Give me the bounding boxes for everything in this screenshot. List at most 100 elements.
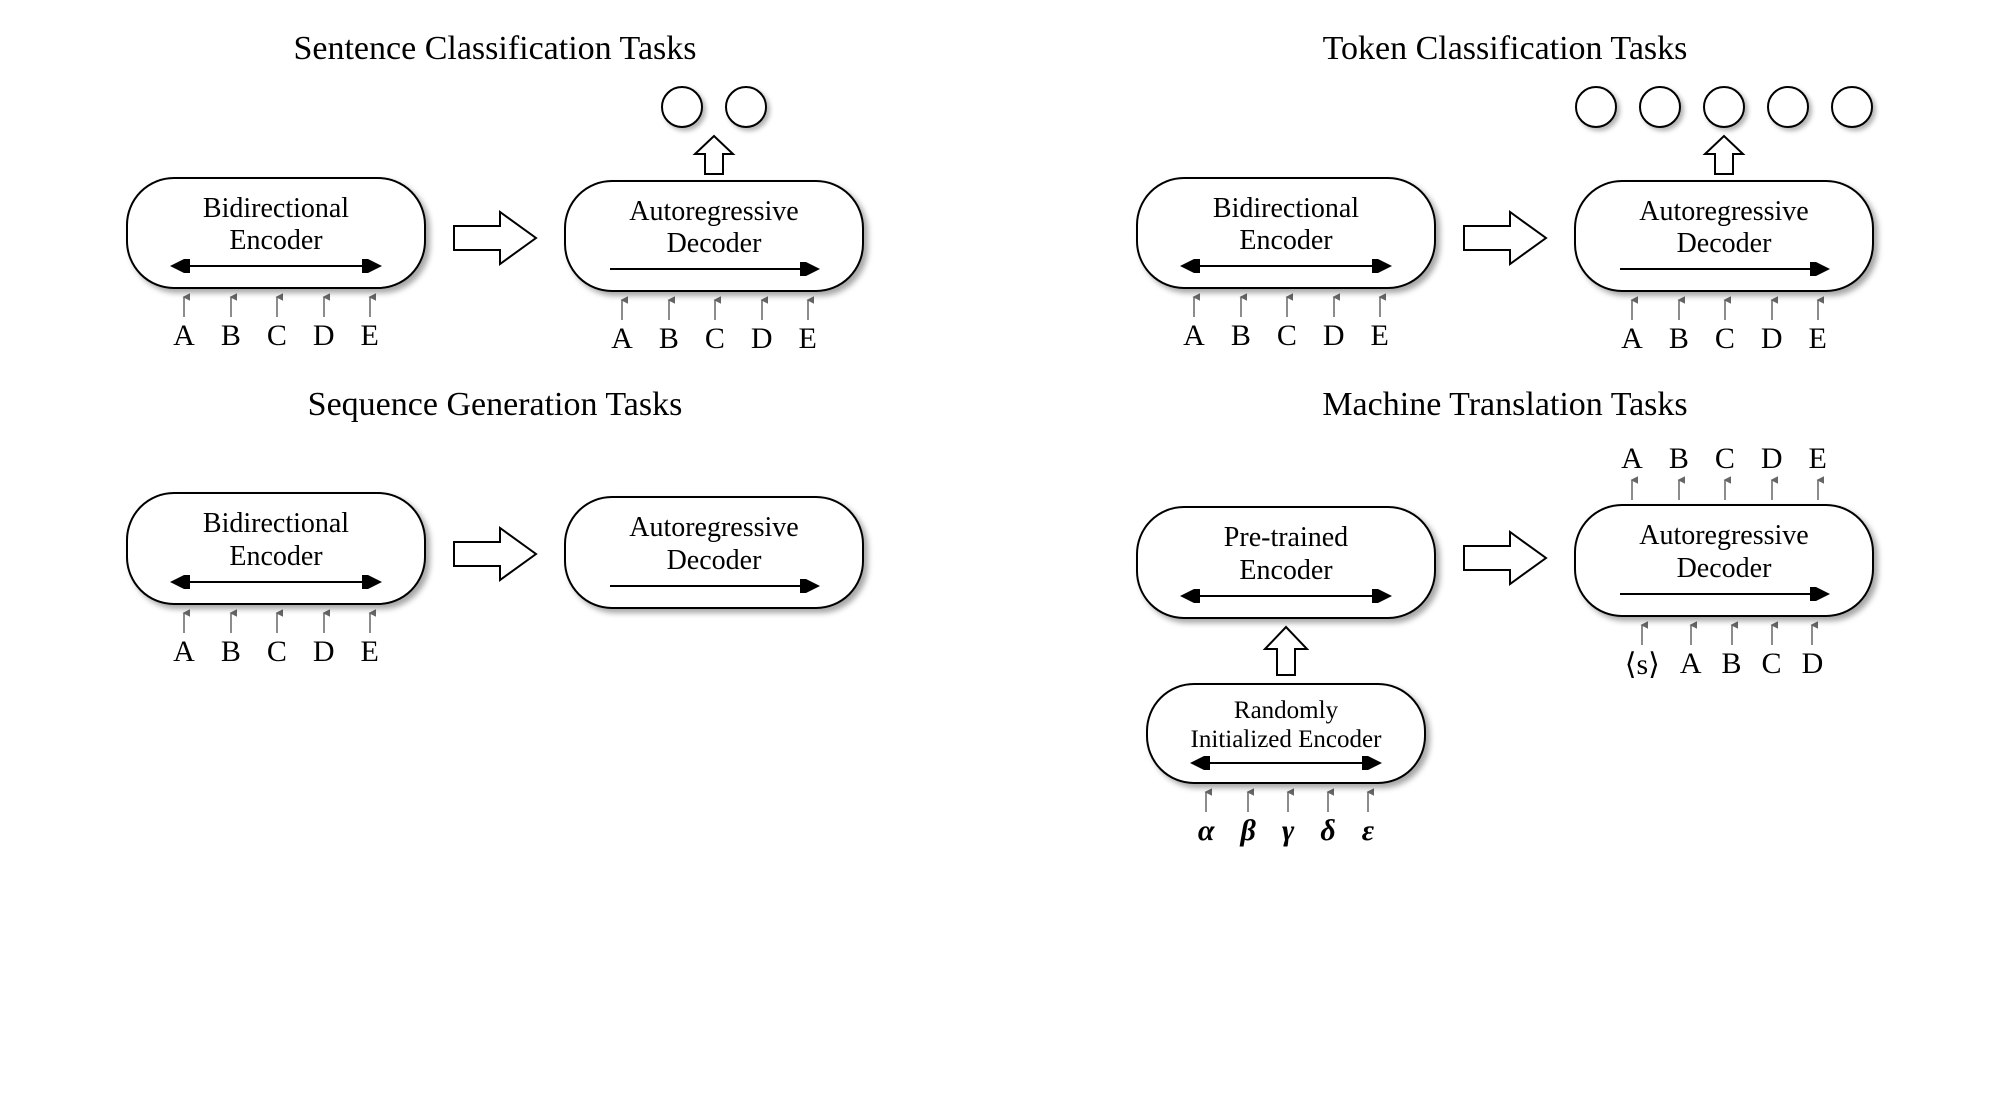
panel-sentence-classification: Sentence Classification Tasks Bidirectio… — [40, 30, 950, 356]
encoder-label-2: Encoder — [164, 541, 388, 573]
output-circle — [661, 86, 703, 128]
panel-title: Sequence Generation Tasks — [40, 386, 950, 424]
up-arrow-icon — [1766, 296, 1778, 322]
token: A — [1621, 322, 1643, 356]
right-arrow-icon — [604, 262, 824, 276]
token: A — [173, 635, 195, 669]
token: B — [221, 319, 241, 353]
encoder-label-1: Bidirectional — [1174, 193, 1398, 225]
up-arrow-icon — [1766, 621, 1778, 647]
bidirectional-arrow-icon — [1176, 589, 1396, 603]
token: B — [659, 322, 679, 356]
token: α — [1198, 814, 1215, 848]
encoder-box: Bidirectional Encoder — [126, 177, 426, 289]
token: B — [1669, 442, 1689, 476]
output-circle — [725, 86, 767, 128]
encoder-label-1: Bidirectional — [164, 508, 388, 540]
token: B — [1722, 647, 1742, 681]
encoder-input-tokens: A B C D E — [1183, 293, 1389, 353]
decoder-label-2: Decoder — [602, 228, 826, 260]
up-arrow-icon — [318, 293, 330, 319]
decoder-label-2: Decoder — [1612, 553, 1836, 585]
decoder-box: Autoregressive Decoder — [564, 496, 864, 608]
mt-row: Pre-trained Encoder Randomly Initialized… — [1050, 442, 1960, 848]
encoder-box: Bidirectional Encoder — [126, 492, 426, 604]
token: ε — [1362, 814, 1374, 848]
up-arrow-icon — [1766, 476, 1778, 502]
up-arrow-icon — [1328, 293, 1340, 319]
output-circle — [1831, 86, 1873, 128]
up-arrow-icon — [1719, 476, 1731, 502]
token: E — [1371, 319, 1389, 353]
token: D — [313, 635, 335, 669]
encoder-stack: Bidirectional Encoder A B C D E — [126, 89, 426, 353]
token: C — [1715, 442, 1735, 476]
output-circles — [1575, 86, 1873, 128]
token: D — [751, 322, 773, 356]
token: δ — [1320, 814, 1335, 848]
decoder-output-tokens: A B C D E — [1621, 442, 1827, 502]
token: D — [313, 319, 335, 353]
up-arrow-icon — [802, 296, 814, 322]
block-arrow-up-icon — [1259, 623, 1313, 679]
panel-machine-translation: Machine Translation Tasks Pre-trained En… — [1050, 386, 1960, 848]
token: D — [1323, 319, 1345, 353]
panel-sequence-generation: Sequence Generation Tasks Bidirectional … — [40, 386, 950, 848]
right-arrow-icon — [1614, 587, 1834, 601]
up-arrow-icon — [1626, 476, 1638, 502]
bidirectional-arrow-icon — [1176, 259, 1396, 273]
decoder-outputs — [1575, 86, 1873, 178]
up-arrow-icon — [663, 296, 675, 322]
up-arrow-icon — [178, 609, 190, 635]
up-arrow-icon — [178, 293, 190, 319]
panel-title: Token Classification Tasks — [1050, 30, 1960, 68]
decoder-label-1: Autoregressive — [602, 512, 826, 544]
encoder-input-tokens: A B C D E — [173, 609, 379, 669]
random-label-2: Initialized Encoder — [1176, 726, 1396, 755]
enc-dec-row: Bidirectional Encoder A B C D E — [1050, 86, 1960, 356]
panel-token-classification: Token Classification Tasks Bidirectional… — [1050, 30, 1960, 356]
decoder-label-2: Decoder — [602, 545, 826, 577]
up-arrow-icon — [1235, 293, 1247, 319]
token: A — [173, 319, 195, 353]
token: C — [267, 635, 287, 669]
decoder-outputs — [661, 86, 767, 178]
token: C — [267, 319, 287, 353]
panel-title: Machine Translation Tasks — [1050, 386, 1960, 424]
enc-dec-row: Bidirectional Encoder A B C D E — [40, 492, 950, 668]
random-encoder-box: Randomly Initialized Encoder — [1146, 683, 1426, 785]
up-arrow-icon — [1281, 293, 1293, 319]
decoder-label-1: Autoregressive — [1612, 520, 1836, 552]
output-circle — [1639, 86, 1681, 128]
up-arrow-icon — [1200, 788, 1212, 814]
random-label-1: Randomly — [1176, 697, 1396, 726]
up-arrow-icon — [225, 293, 237, 319]
block-arrow-up-icon — [1699, 132, 1749, 178]
up-arrow-icon — [756, 296, 768, 322]
token: A — [1621, 442, 1643, 476]
up-arrow-icon — [364, 609, 376, 635]
right-arrow-icon — [604, 579, 824, 593]
token: E — [1809, 322, 1827, 356]
token: B — [1669, 322, 1689, 356]
decoder-label-2: Decoder — [1612, 228, 1836, 260]
up-arrow-icon — [1374, 293, 1386, 319]
token: A — [1183, 319, 1205, 353]
block-arrow-right-icon — [1460, 206, 1550, 270]
token: D — [1802, 647, 1824, 681]
output-circle — [1767, 86, 1809, 128]
encoder-label-2: Encoder — [164, 225, 388, 257]
mt-encoder-column: Pre-trained Encoder Randomly Initialized… — [1136, 442, 1436, 848]
token: ⟨s⟩ — [1625, 647, 1660, 682]
token: γ — [1282, 814, 1294, 848]
decoder-box: Autoregressive Decoder — [1574, 180, 1874, 292]
block-arrow-right-icon — [1460, 526, 1550, 590]
decoder-input-tokens: ⟨s⟩ A B C D — [1625, 621, 1823, 682]
random-encoder-input-tokens: α β γ δ ε — [1198, 788, 1374, 848]
up-arrow-icon — [1812, 476, 1824, 502]
up-arrow-icon — [1673, 296, 1685, 322]
up-arrow-icon — [271, 609, 283, 635]
up-arrow-icon — [1806, 621, 1818, 647]
up-arrow-icon — [225, 609, 237, 635]
up-arrow-icon — [1685, 621, 1697, 647]
